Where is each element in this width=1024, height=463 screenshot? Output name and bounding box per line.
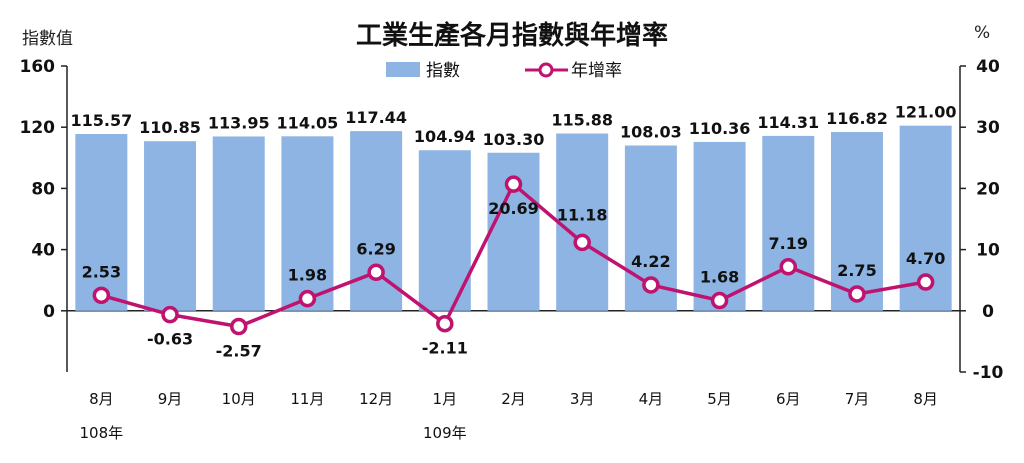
bar: [212, 136, 265, 311]
x-tick-label: 4月: [639, 390, 664, 408]
line-value-label: 2.75: [837, 261, 876, 280]
line-point: [161, 305, 179, 324]
line-value-label: 4.22: [631, 252, 670, 271]
line-point: [710, 291, 729, 310]
right-tick-label: 40: [976, 57, 1000, 77]
bar-value-label: 103.30: [483, 130, 545, 149]
bar-value-label: 104.94: [414, 127, 476, 146]
line-value-label: 2.53: [82, 262, 121, 281]
legend-marker: [538, 62, 554, 78]
bar: [75, 133, 128, 311]
left-tick-label: 80: [31, 179, 55, 199]
line-value-label: 4.70: [906, 249, 945, 268]
bar: [556, 133, 609, 311]
bar-value-label: 121.00: [895, 103, 957, 122]
x-tick-label: 8月: [89, 390, 114, 408]
legend: 指數 年增率: [386, 61, 622, 81]
line-point: [573, 233, 591, 252]
data-labels: 115.57 110.85 113.95 114.05 117.44 104.94 103.…: [70, 103, 956, 361]
x-tick-label: 3月: [570, 390, 595, 408]
line-value-label: 6.29: [356, 239, 395, 258]
axes: 0 40 80 120 160 -10 0 10 20 30 40 8月 9月 10月 11月 12月 1月 2月…: [20, 57, 1004, 442]
bar: [830, 132, 883, 311]
bar-series: [75, 125, 952, 311]
left-tick-label: 40: [31, 241, 55, 261]
bar-value-label: 108.03: [620, 123, 682, 142]
line-value-label: 7.19: [769, 234, 808, 253]
line-point: [848, 285, 866, 303]
line-value-label: -2.11: [422, 339, 468, 358]
right-tick-label: 30: [976, 118, 1000, 138]
x-tick-label: 8月: [913, 390, 938, 408]
left-tick-label: 120: [20, 118, 56, 138]
year-label: 109年: [423, 424, 467, 442]
bar-value-label: 114.31: [757, 113, 819, 132]
left-tick-label: 160: [20, 57, 56, 77]
line-point: [916, 273, 935, 291]
bar-value-label: 115.88: [551, 111, 613, 130]
legend-label-line: 年增率: [571, 61, 622, 81]
bar-value-label: 110.85: [139, 118, 201, 137]
line-value-label: -0.63: [147, 330, 193, 349]
legend-swatch-bar: [386, 62, 420, 77]
legend-label-bar: 指數: [426, 61, 460, 81]
x-tick-label: 7月: [845, 390, 870, 408]
year-label: 108年: [80, 424, 124, 442]
line-value-label: 1.98: [288, 266, 327, 285]
line-point: [779, 258, 798, 276]
bar-value-label: 116.82: [826, 109, 888, 128]
right-tick-label: -10: [973, 363, 1004, 383]
bar: [418, 150, 471, 311]
right-axis-label: %: [974, 23, 990, 43]
x-tick-label: 1月: [433, 390, 458, 408]
line-point: [504, 175, 523, 193]
line-point: [367, 263, 385, 282]
x-tick-label: 2月: [501, 390, 526, 408]
x-tick-label: 11月: [290, 390, 324, 408]
x-tick-label: 12月: [359, 390, 393, 408]
line-value-label: 20.69: [488, 199, 539, 218]
line-point: [642, 276, 660, 294]
right-tick-label: 20: [976, 179, 1000, 199]
line-point: [92, 286, 111, 305]
line-point: [436, 314, 454, 333]
bar-value-label: 114.05: [277, 113, 339, 132]
bar: [762, 135, 815, 311]
line-value-label: 11.18: [557, 205, 608, 224]
bar: [693, 141, 746, 311]
bar-value-label: 110.36: [689, 119, 751, 138]
left-axis-label: 指數值: [22, 29, 73, 49]
x-tick-label: 6月: [776, 390, 801, 408]
line-value-label: -2.57: [216, 342, 262, 361]
line-point: [298, 289, 317, 308]
right-tick-label: 10: [976, 241, 1000, 261]
left-tick-label: 0: [43, 302, 55, 322]
line-series: [92, 175, 935, 336]
bar-value-label: 113.95: [208, 113, 270, 132]
bar-value-label: 115.57: [70, 111, 132, 130]
bar: [281, 136, 334, 311]
x-tick-label: 10月: [222, 390, 256, 408]
bar: [144, 141, 197, 311]
chart-title: 工業生產各月指數與年增率: [356, 20, 668, 51]
line-point: [229, 317, 248, 336]
line-value-label: 1.68: [700, 268, 739, 287]
x-tick-label: 5月: [707, 390, 732, 408]
right-tick-label: 0: [982, 302, 994, 322]
x-tick-label: 9月: [158, 390, 183, 408]
bar-value-label: 117.44: [345, 108, 407, 127]
